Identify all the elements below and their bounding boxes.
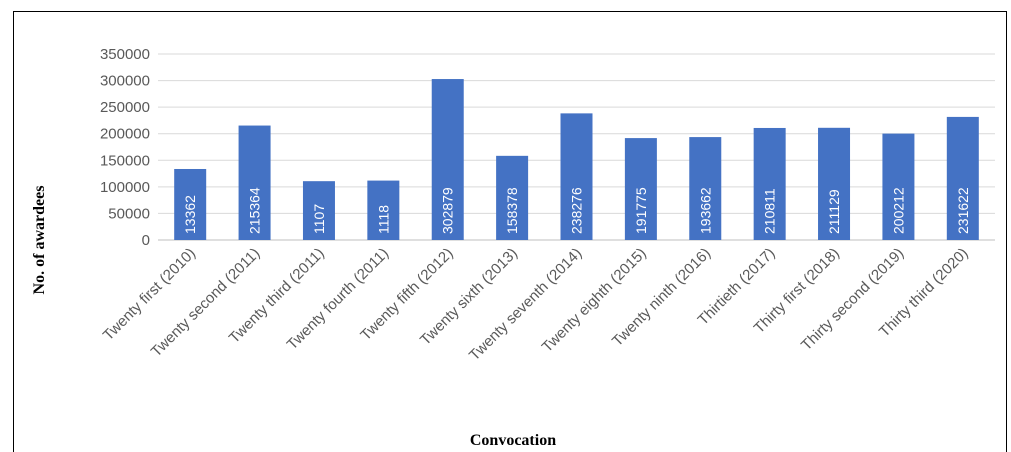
y-tick-label: 0 xyxy=(142,232,150,249)
bar xyxy=(174,168,207,240)
bar-data-label: 210811 xyxy=(762,188,778,234)
bar-data-label: 211129 xyxy=(826,189,842,234)
bar xyxy=(302,181,335,240)
bar xyxy=(431,79,464,240)
bar xyxy=(496,155,529,240)
bar xyxy=(882,133,915,240)
y-tick-label: 100000 xyxy=(100,179,150,196)
y-tick-label: 250000 xyxy=(100,99,150,116)
y-tick-label: 50000 xyxy=(108,205,150,222)
data-labels: 13362 215364 1107 1118 302879 158378 238276 191… xyxy=(182,187,971,234)
bar xyxy=(624,138,657,240)
x-axis-title: Convocation xyxy=(470,432,556,449)
y-tick-label: 150000 xyxy=(100,152,150,169)
x-category-label: Twenty second (2011) xyxy=(148,245,264,361)
bar xyxy=(753,127,786,240)
y-tick-label: 350000 xyxy=(100,46,150,63)
x-category-label: Twenty seventh (2014) xyxy=(466,245,585,364)
bar-data-label: 215364 xyxy=(247,187,263,234)
y-tick-label: 200000 xyxy=(100,126,150,143)
bar xyxy=(818,127,851,240)
bar xyxy=(238,125,271,240)
bar xyxy=(560,113,593,240)
x-axis-categories: Twenty first (2010)Twenty second (2011)T… xyxy=(100,245,972,364)
bar xyxy=(367,180,400,240)
chart-frame xyxy=(13,11,1007,452)
y-tick-label: 300000 xyxy=(100,73,150,90)
bars xyxy=(174,79,979,240)
bar-data-label: 1107 xyxy=(311,204,327,234)
bar-data-label: 231622 xyxy=(955,187,971,234)
bar-data-label: 302879 xyxy=(440,187,456,234)
y-axis-title: No. of awardees xyxy=(31,186,48,295)
bar-data-label: 1118 xyxy=(375,205,391,234)
bar-data-label: 200212 xyxy=(890,187,906,234)
bar-data-label: 158378 xyxy=(504,187,520,234)
y-axis-ticks: 0 50000 100000 150000 200000 250000 300000 3500… xyxy=(100,46,150,249)
bar xyxy=(689,137,722,240)
bar-data-label: 191775 xyxy=(633,187,649,234)
bar-data-label: 193662 xyxy=(697,187,713,234)
bar-data-label: 13362 xyxy=(182,195,198,234)
bar xyxy=(946,116,979,240)
bar-data-label: 238276 xyxy=(569,187,585,234)
